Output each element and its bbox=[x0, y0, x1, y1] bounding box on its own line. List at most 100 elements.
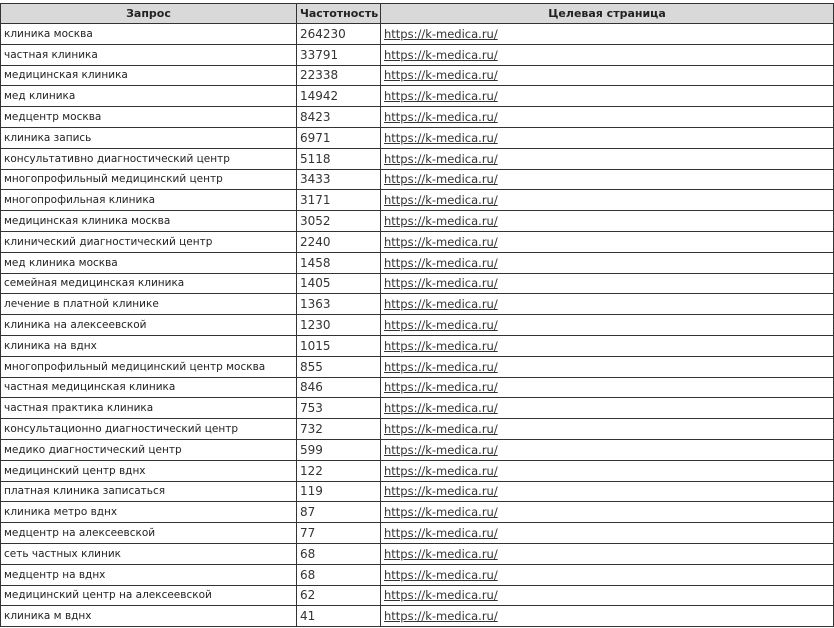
frequency-cell[interactable]: 68 bbox=[296, 542, 381, 565]
frequency-cell[interactable]: 599 bbox=[296, 438, 381, 461]
query-cell[interactable]: лечение в платной клинике bbox=[0, 293, 297, 316]
frequency-cell[interactable]: 33791 bbox=[296, 43, 381, 66]
frequency-cell[interactable]: 846 bbox=[296, 376, 381, 399]
query-cell[interactable]: медцентр на алексеевской bbox=[0, 522, 297, 544]
target-page-link[interactable]: https://k-medica.ru/ bbox=[384, 546, 498, 561]
frequency-cell[interactable]: 14942 bbox=[296, 85, 381, 108]
frequency-cell[interactable]: 8423 bbox=[296, 106, 381, 128]
query-cell[interactable]: медицинский центр вднх bbox=[0, 459, 297, 482]
target-page-cell[interactable]: https://k-medica.ru/ bbox=[380, 355, 834, 378]
query-cell[interactable]: частная медицинская клиника bbox=[0, 376, 297, 399]
target-page-link[interactable]: https://k-medica.ru/ bbox=[384, 47, 498, 62]
target-page-cell[interactable]: https://k-medica.ru/ bbox=[380, 147, 834, 170]
target-page-link[interactable]: https://k-medica.ru/ bbox=[384, 89, 498, 104]
frequency-cell[interactable]: 77 bbox=[296, 522, 381, 544]
target-page-cell[interactable]: https://k-medica.ru/ bbox=[380, 542, 834, 565]
frequency-cell[interactable]: 6971 bbox=[296, 126, 381, 149]
frequency-cell[interactable]: 22338 bbox=[296, 64, 381, 87]
frequency-cell[interactable]: 41 bbox=[296, 605, 381, 628]
target-page-link[interactable]: https://k-medica.ru/ bbox=[384, 609, 498, 624]
target-page-link[interactable]: https://k-medica.ru/ bbox=[384, 234, 498, 249]
query-cell[interactable]: мед клиника bbox=[0, 85, 297, 108]
query-cell[interactable]: клиника на вднх bbox=[0, 334, 297, 357]
target-page-cell[interactable]: https://k-medica.ru/ bbox=[380, 230, 834, 253]
target-page-cell[interactable]: https://k-medica.ru/ bbox=[380, 251, 834, 274]
query-cell[interactable]: медицинская клиника bbox=[0, 64, 297, 87]
target-page-cell[interactable]: https://k-medica.ru/ bbox=[380, 501, 834, 524]
query-cell[interactable]: медицинская клиника москва bbox=[0, 210, 297, 232]
target-page-cell[interactable]: https://k-medica.ru/ bbox=[380, 293, 834, 316]
query-cell[interactable]: многопрофильный медицинский центр москва bbox=[0, 355, 297, 378]
target-page-link[interactable]: https://k-medica.ru/ bbox=[384, 422, 498, 437]
target-page-cell[interactable]: https://k-medica.ru/ bbox=[380, 563, 834, 586]
query-cell[interactable]: платная клиника записаться bbox=[0, 480, 297, 503]
query-cell[interactable]: клиника на алексеевской bbox=[0, 314, 297, 336]
target-page-cell[interactable]: https://k-medica.ru/ bbox=[380, 272, 834, 295]
frequency-cell[interactable]: 119 bbox=[296, 480, 381, 503]
frequency-cell[interactable]: 3171 bbox=[296, 189, 381, 212]
frequency-cell[interactable]: 1363 bbox=[296, 293, 381, 316]
query-cell[interactable]: многопрофильный медицинский центр bbox=[0, 168, 297, 191]
query-cell[interactable]: мед клиника москва bbox=[0, 251, 297, 274]
query-cell[interactable]: клинический диагностический центр bbox=[0, 230, 297, 253]
target-page-cell[interactable]: https://k-medica.ru/ bbox=[380, 605, 834, 628]
query-cell[interactable]: медцентр на вднх bbox=[0, 563, 297, 586]
target-page-cell[interactable]: https://k-medica.ru/ bbox=[380, 522, 834, 544]
frequency-cell[interactable]: 2240 bbox=[296, 230, 381, 253]
frequency-cell[interactable]: 68 bbox=[296, 563, 381, 586]
target-page-cell[interactable]: https://k-medica.ru/ bbox=[380, 106, 834, 128]
target-page-link[interactable]: https://k-medica.ru/ bbox=[384, 193, 498, 208]
target-page-link[interactable]: https://k-medica.ru/ bbox=[384, 567, 498, 582]
target-page-cell[interactable]: https://k-medica.ru/ bbox=[380, 459, 834, 482]
target-page-cell[interactable]: https://k-medica.ru/ bbox=[380, 480, 834, 503]
query-cell[interactable]: консультативно диагностический центр bbox=[0, 147, 297, 170]
target-page-link[interactable]: https://k-medica.ru/ bbox=[384, 172, 498, 187]
query-cell[interactable]: клиника москва bbox=[0, 23, 297, 45]
target-page-cell[interactable]: https://k-medica.ru/ bbox=[380, 126, 834, 149]
target-page-cell[interactable]: https://k-medica.ru/ bbox=[380, 397, 834, 420]
query-cell[interactable]: консультационно диагностический центр bbox=[0, 418, 297, 440]
target-page-link[interactable]: https://k-medica.ru/ bbox=[384, 151, 498, 166]
frequency-cell[interactable]: 1230 bbox=[296, 314, 381, 336]
target-page-cell[interactable]: https://k-medica.ru/ bbox=[380, 314, 834, 336]
target-page-cell[interactable]: https://k-medica.ru/ bbox=[380, 584, 834, 607]
target-page-link[interactable]: https://k-medica.ru/ bbox=[384, 359, 498, 374]
target-page-link[interactable]: https://k-medica.ru/ bbox=[384, 318, 498, 333]
frequency-cell[interactable]: 732 bbox=[296, 418, 381, 440]
query-cell[interactable]: многопрофильная клиника bbox=[0, 189, 297, 212]
target-page-link[interactable]: https://k-medica.ru/ bbox=[384, 484, 498, 499]
target-page-cell[interactable]: https://k-medica.ru/ bbox=[380, 64, 834, 87]
frequency-cell[interactable]: 1405 bbox=[296, 272, 381, 295]
query-cell[interactable]: медико диагностический центр bbox=[0, 438, 297, 461]
query-cell[interactable]: медицинский центр на алексеевской bbox=[0, 584, 297, 607]
frequency-cell[interactable]: 122 bbox=[296, 459, 381, 482]
target-page-link[interactable]: https://k-medica.ru/ bbox=[384, 338, 498, 353]
target-page-cell[interactable]: https://k-medica.ru/ bbox=[380, 189, 834, 212]
target-page-cell[interactable]: https://k-medica.ru/ bbox=[380, 438, 834, 461]
query-cell[interactable]: сеть частных клиник bbox=[0, 542, 297, 565]
frequency-cell[interactable]: 1458 bbox=[296, 251, 381, 274]
target-page-cell[interactable]: https://k-medica.ru/ bbox=[380, 43, 834, 66]
frequency-cell[interactable]: 753 bbox=[296, 397, 381, 420]
query-cell[interactable]: медцентр москва bbox=[0, 106, 297, 128]
target-page-link[interactable]: https://k-medica.ru/ bbox=[384, 401, 498, 416]
target-page-link[interactable]: https://k-medica.ru/ bbox=[384, 442, 498, 457]
query-cell[interactable]: частная практика клиника bbox=[0, 397, 297, 420]
query-cell[interactable]: клиника м вднх bbox=[0, 605, 297, 628]
frequency-cell[interactable]: 87 bbox=[296, 501, 381, 524]
target-page-link[interactable]: https://k-medica.ru/ bbox=[384, 68, 498, 83]
query-cell[interactable]: клиника запись bbox=[0, 126, 297, 149]
target-page-cell[interactable]: https://k-medica.ru/ bbox=[380, 376, 834, 399]
frequency-cell[interactable]: 3052 bbox=[296, 210, 381, 232]
target-page-link[interactable]: https://k-medica.ru/ bbox=[384, 505, 498, 520]
query-cell[interactable]: семейная медицинская клиника bbox=[0, 272, 297, 295]
query-cell[interactable]: клиника метро вднх bbox=[0, 501, 297, 524]
frequency-cell[interactable]: 264230 bbox=[296, 23, 381, 45]
target-page-link[interactable]: https://k-medica.ru/ bbox=[384, 26, 498, 41]
target-page-link[interactable]: https://k-medica.ru/ bbox=[384, 297, 498, 312]
target-page-cell[interactable]: https://k-medica.ru/ bbox=[380, 334, 834, 357]
target-page-link[interactable]: https://k-medica.ru/ bbox=[384, 526, 498, 541]
target-page-link[interactable]: https://k-medica.ru/ bbox=[384, 214, 498, 229]
target-page-link[interactable]: https://k-medica.ru/ bbox=[384, 110, 498, 125]
frequency-cell[interactable]: 3433 bbox=[296, 168, 381, 191]
